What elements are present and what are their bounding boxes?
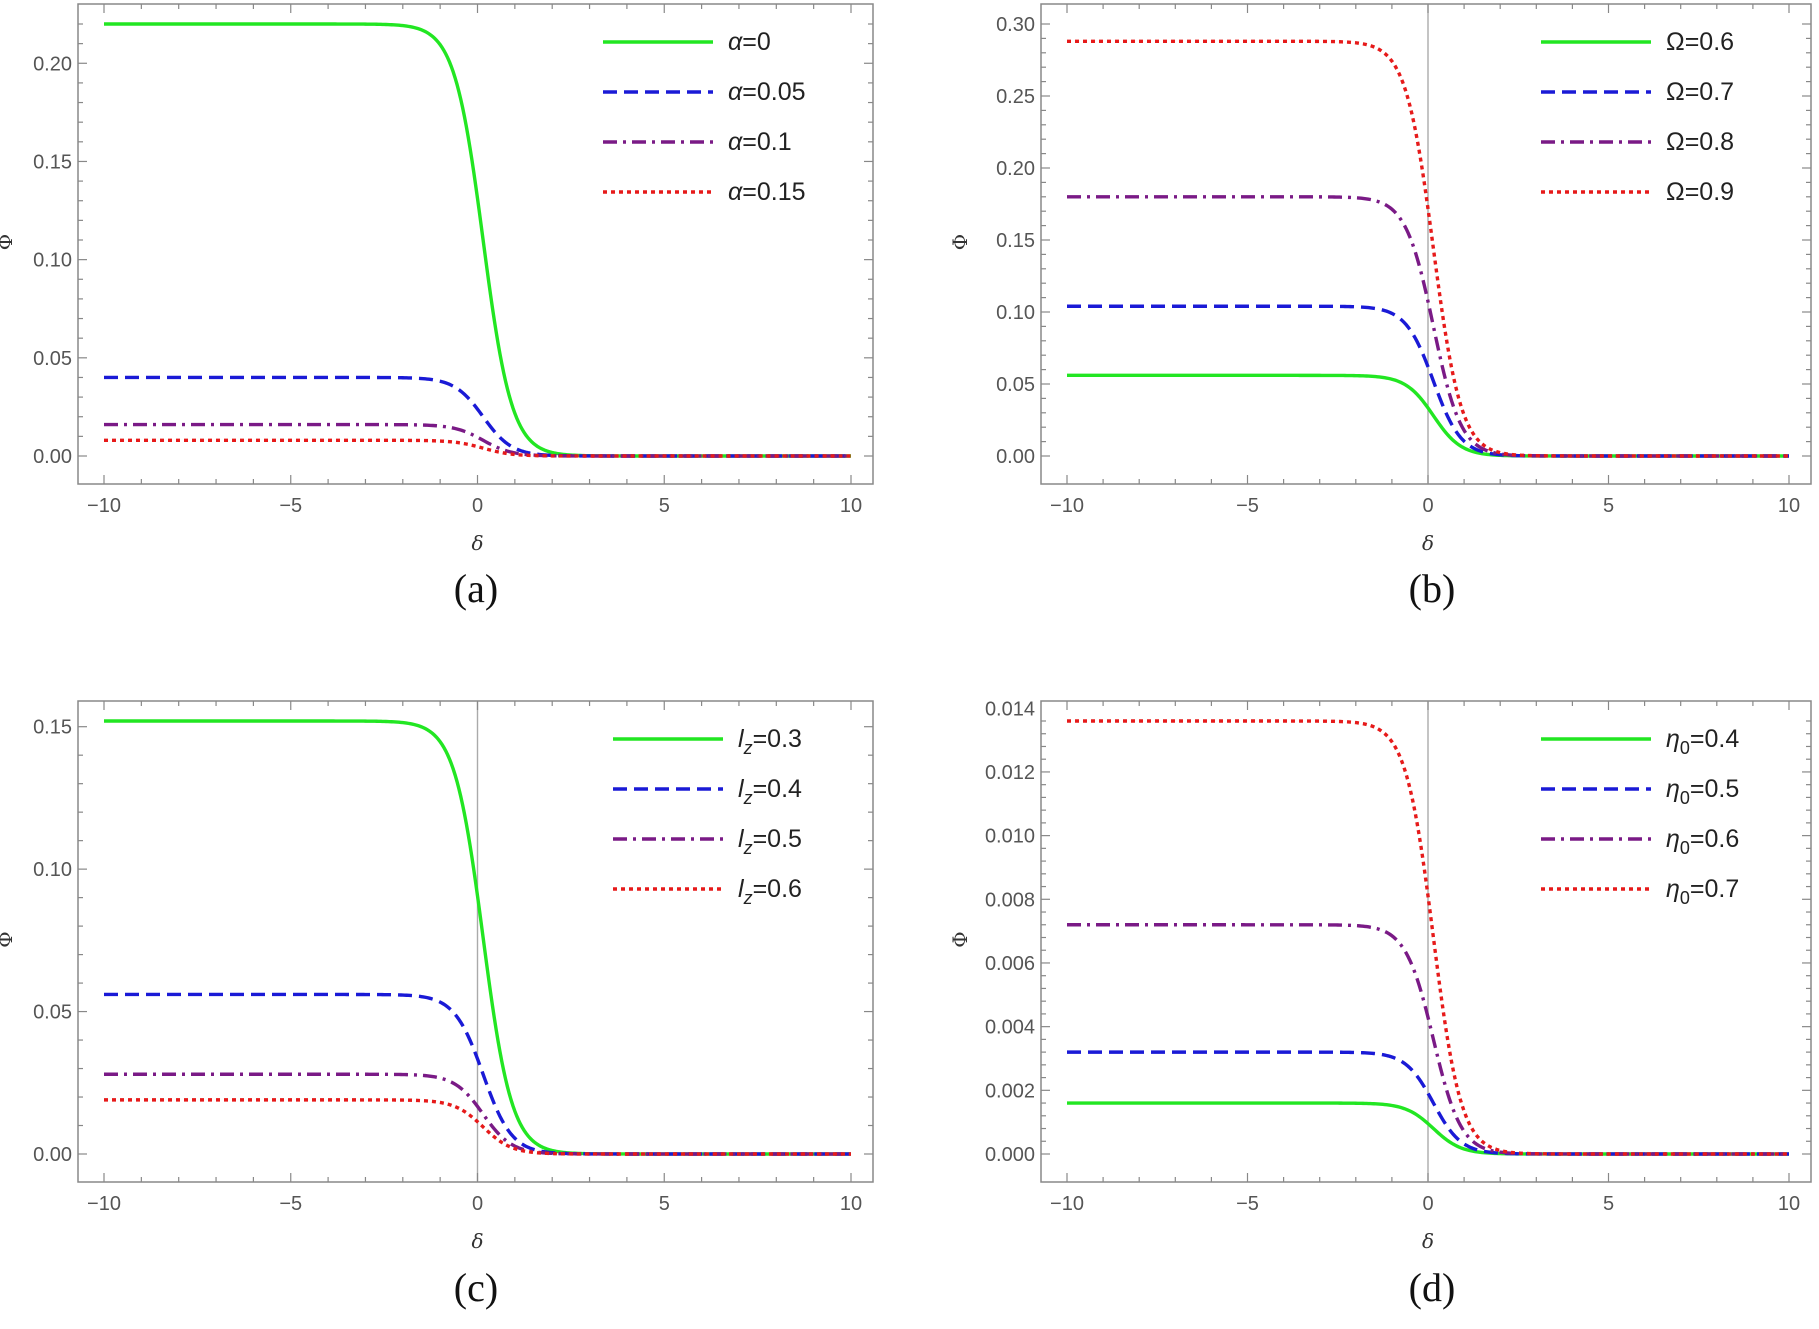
series-line-3 [1067, 195, 1789, 458]
y-tick-label: 0.00 [33, 446, 72, 468]
legend-label-2: lz=0.4 [738, 775, 802, 808]
y-tick-label: 0.010 [985, 826, 1035, 848]
legend-label-3: η0=0.6 [1666, 825, 1739, 858]
x-tick-label: −5 [1236, 1193, 1259, 1215]
y-tick-label: 0.014 [985, 698, 1035, 720]
panel-1: −10 −5 0 5 10 0.00 0.05 0.10 0.15 0.20 δ Φα=0 α=0.05… [0, 3, 874, 611]
legend-label-3: lz=0.5 [738, 825, 802, 858]
y-axis-label: Φ [0, 234, 17, 250]
y-axis-label: Φ [948, 931, 972, 947]
y-axis-label: Φ [948, 234, 972, 250]
x-tick-label: 5 [1603, 1193, 1614, 1215]
y-tick-label: 0.002 [985, 1080, 1035, 1102]
y-tick-label: 0.004 [985, 1017, 1035, 1039]
series-line-3 [1067, 923, 1789, 1156]
plot-frame [1040, 700, 1812, 1183]
x-tick-label: −10 [1050, 1193, 1084, 1215]
legend-label-1: α=0 [728, 28, 771, 56]
y-tick-label: 0.05 [996, 374, 1035, 396]
y-tick-label: 0.25 [996, 86, 1035, 108]
x-tick-label: 0 [472, 495, 483, 517]
y-tick-label: 0.10 [33, 859, 72, 881]
x-tick-label: −10 [87, 1193, 121, 1215]
y-tick-label: 0.05 [33, 348, 72, 370]
legend-label-1: lz=0.3 [738, 725, 802, 758]
panel-2: −10 −5 0 5 10 0.00 0.05 0.10 0.15 0.20 0.25 0.30 δ Φ Ω… [948, 3, 1812, 611]
y-tick-label: 0.05 [33, 1002, 72, 1024]
plot-frame [77, 3, 874, 485]
series-line-4 [1067, 39, 1789, 458]
y-tick-label: 0.30 [996, 14, 1035, 36]
y-tick-label: 0.008 [985, 889, 1035, 911]
series-line-1 [1067, 1101, 1789, 1156]
x-axis-label: δ [471, 531, 483, 555]
x-tick-label: 10 [840, 1193, 862, 1215]
y-tick-label: 0.20 [33, 53, 72, 75]
y-axis-label: Φ [0, 931, 17, 947]
x-tick-label: 10 [1778, 495, 1800, 517]
x-tick-label: −10 [87, 495, 121, 517]
x-tick-label: 0 [472, 1193, 483, 1215]
plot-frame [77, 700, 874, 1183]
panel-3: −10 −5 0 5 10 0.00 0.05 0.10 0.15 δ Φlz=0.3 lz=0.4 l… [0, 700, 874, 1310]
plot-frame [1040, 3, 1812, 485]
x-tick-label: 0 [1422, 495, 1433, 517]
legend-label-1: Ω=0.6 [1666, 28, 1734, 56]
panel-4: −10 −5 0 5 10 0.000 0.002 0.004 0.006 0.008 0.010 0… [948, 698, 1812, 1310]
y-tick-label: 0.15 [33, 717, 72, 739]
y-tick-label: 0.15 [996, 230, 1035, 252]
legend-label-3: Ω=0.8 [1666, 128, 1734, 156]
series-line-4 [104, 1098, 851, 1156]
x-tick-label: 5 [659, 1193, 670, 1215]
y-tick-label: 0.10 [33, 250, 72, 272]
series-line-2 [104, 375, 851, 458]
x-tick-label: −5 [279, 1193, 302, 1215]
x-tick-label: −5 [279, 495, 302, 517]
panel-label: (d) [1409, 1265, 1456, 1310]
y-tick-label: 0.00 [33, 1144, 72, 1166]
y-tick-label: 0.15 [33, 151, 72, 173]
x-axis-label: δ [1422, 531, 1434, 555]
series-line-2 [104, 992, 851, 1156]
x-axis-label: δ [471, 1229, 483, 1253]
panel-label: (b) [1409, 566, 1456, 611]
series-line-4 [104, 438, 851, 458]
series-line-1 [104, 719, 851, 1156]
legend-label-4: α=0.15 [728, 178, 806, 206]
y-tick-label: 0.10 [996, 302, 1035, 324]
legend-label-3: α=0.1 [728, 128, 792, 156]
legend-label-1: η0=0.4 [1666, 725, 1739, 758]
x-tick-label: 5 [659, 495, 670, 517]
legend-label-4: η0=0.7 [1666, 875, 1739, 908]
y-tick-label: 0.20 [996, 158, 1035, 180]
legend-label-4: lz=0.6 [738, 875, 802, 908]
series-line-4 [1067, 719, 1789, 1156]
legend-label-2: Ω=0.7 [1666, 78, 1734, 106]
y-tick-label: 0.012 [985, 762, 1035, 784]
x-axis-label: δ [1422, 1229, 1434, 1253]
x-tick-label: 10 [840, 495, 862, 517]
y-tick-label: 0.00 [996, 446, 1035, 468]
x-tick-label: −10 [1050, 495, 1084, 517]
y-tick-label: 0.006 [985, 953, 1035, 975]
series-line-3 [104, 422, 851, 458]
panel-label: (a) [454, 566, 498, 611]
x-tick-label: 5 [1603, 495, 1614, 517]
x-tick-label: 10 [1778, 1193, 1800, 1215]
x-tick-label: −5 [1236, 495, 1259, 517]
legend-label-2: α=0.05 [728, 78, 806, 106]
panel-label: (c) [454, 1265, 498, 1310]
legend-label-2: η0=0.5 [1666, 775, 1739, 808]
legend-label-4: Ω=0.9 [1666, 178, 1734, 206]
x-tick-label: 0 [1422, 1193, 1433, 1215]
y-tick-label: 0.000 [985, 1144, 1035, 1166]
series-line-3 [104, 1072, 851, 1156]
